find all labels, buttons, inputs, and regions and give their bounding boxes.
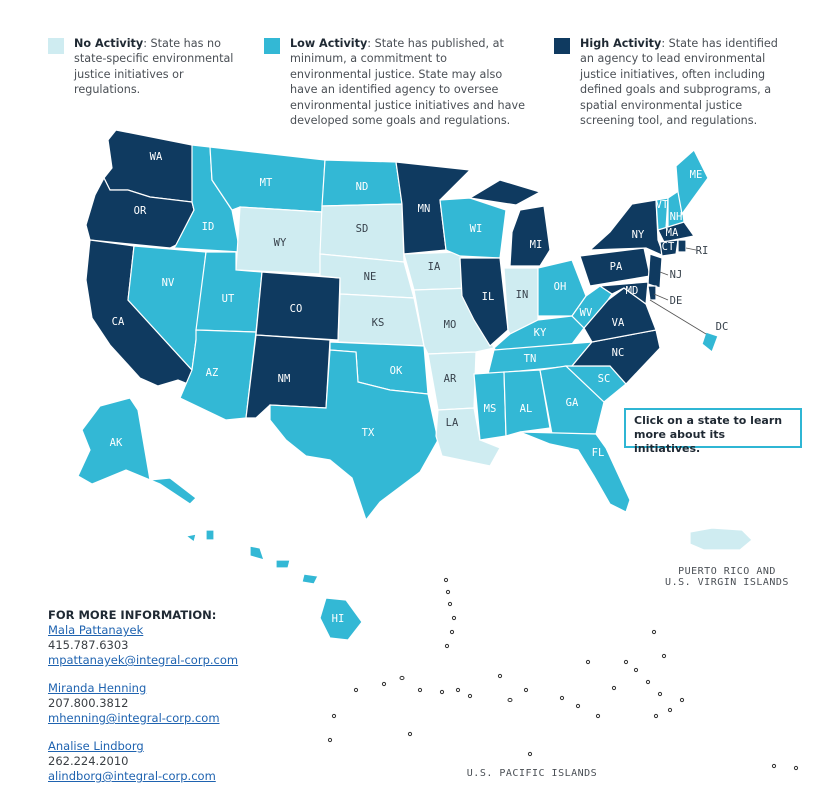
- state-label-DC: DC: [716, 321, 729, 333]
- contact-name-link[interactable]: Mala Pattanayek: [48, 623, 144, 637]
- leader-lines: [649, 247, 707, 335]
- state-RI[interactable]: [677, 239, 687, 253]
- contact-name-link[interactable]: Miranda Henning: [48, 681, 147, 695]
- state-TX[interactable]: [269, 349, 439, 522]
- state-GA[interactable]: [539, 365, 605, 435]
- contact-email-link[interactable]: alindborg@integral-corp.com: [48, 769, 216, 783]
- state-label-DE: DE: [670, 295, 683, 307]
- state-MA[interactable]: [657, 221, 696, 243]
- state-AL[interactable]: [503, 369, 551, 437]
- puerto-rico-label-text: PUERTO RICO AND U.S. VIRGIN ISLANDS: [665, 566, 789, 588]
- legend-term: No Activity: [74, 37, 144, 50]
- state-HI[interactable]: [184, 529, 363, 641]
- state-KS[interactable]: [337, 293, 425, 347]
- state-MD[interactable]: [598, 281, 649, 306]
- legend-no-activity: No Activity: State has no state-specific…: [48, 36, 248, 98]
- state-FL[interactable]: [519, 431, 631, 513]
- click-state-prompt: Click on a state to learn more about its…: [624, 408, 802, 455]
- state-LA[interactable]: [435, 407, 501, 467]
- legend-desc: : State has published, at minimum, a com…: [290, 37, 525, 128]
- state-PA[interactable]: [579, 247, 651, 287]
- legend-high-activity: High Activity: State has identified an a…: [554, 36, 786, 128]
- legend-swatch-high-activity: [554, 38, 570, 54]
- contact-heading: FOR MORE INFORMATION:: [48, 608, 217, 622]
- state-ND[interactable]: [321, 159, 403, 207]
- state-AR[interactable]: [427, 351, 477, 411]
- legend: No Activity: State has no state-specific…: [48, 36, 788, 128]
- state-DE[interactable]: [647, 285, 657, 301]
- state-IL[interactable]: [459, 257, 509, 347]
- legend-swatch-no-activity: [48, 38, 64, 54]
- territory-PR[interactable]: [689, 527, 753, 551]
- state-NJ[interactable]: [647, 253, 663, 289]
- state-DC[interactable]: [701, 331, 719, 353]
- contact-person: Miranda Henning 207.800.3812 mhenning@in…: [48, 681, 308, 726]
- legend-term: High Activity: [580, 37, 662, 50]
- state-label-NJ: NJ: [670, 269, 683, 281]
- contact-phone: 415.787.6303: [48, 638, 129, 652]
- contact-email-link[interactable]: mpattanayek@integral-corp.com: [48, 653, 239, 667]
- state-WY[interactable]: [235, 206, 323, 275]
- contact-email-link[interactable]: mhenning@integral-corp.com: [48, 711, 220, 725]
- state-AK[interactable]: [77, 397, 197, 505]
- legend-desc: : State has no state-specific environmen…: [74, 37, 234, 97]
- state-label-RI: RI: [696, 245, 709, 257]
- state-MS[interactable]: [473, 371, 507, 441]
- legend-low-activity: Low Activity: State has published, at mi…: [264, 36, 528, 128]
- state-VT[interactable]: [655, 197, 669, 231]
- legend-swatch-low-activity: [264, 38, 280, 54]
- pacific-islands-label-text: U.S. PACIFIC ISLANDS: [466, 768, 598, 779]
- legend-term: Low Activity: [290, 37, 368, 50]
- contact-phone: 262.224.2010: [48, 754, 129, 768]
- contact-info: FOR MORE INFORMATION: Mala Pattanayek 41…: [48, 608, 308, 797]
- state-NY[interactable]: [588, 199, 666, 258]
- state-SD[interactable]: [319, 203, 405, 263]
- state-CT[interactable]: [659, 239, 679, 257]
- contact-person: Analise Lindborg 262.224.2010 alindborg@…: [48, 739, 308, 784]
- pacific-islands: [327, 577, 799, 771]
- legend-desc: : State has identified an agency to lead…: [580, 37, 778, 128]
- contact-phone: 207.800.3812: [48, 696, 129, 710]
- contact-person: Mala Pattanayek 415.787.6303 mpattanayek…: [48, 623, 308, 668]
- state-MT[interactable]: [209, 146, 326, 213]
- state-CO[interactable]: [255, 271, 341, 341]
- pacific-islands-label: U.S. PACIFIC ISLANDS: [452, 768, 612, 779]
- state-WI[interactable]: [439, 197, 507, 259]
- puerto-rico-label: PUERTO RICO AND U.S. VIRGIN ISLANDS: [662, 566, 792, 588]
- state-ME[interactable]: [675, 149, 709, 216]
- contact-name-link[interactable]: Analise Lindborg: [48, 739, 144, 753]
- state-MI[interactable]: [468, 179, 551, 267]
